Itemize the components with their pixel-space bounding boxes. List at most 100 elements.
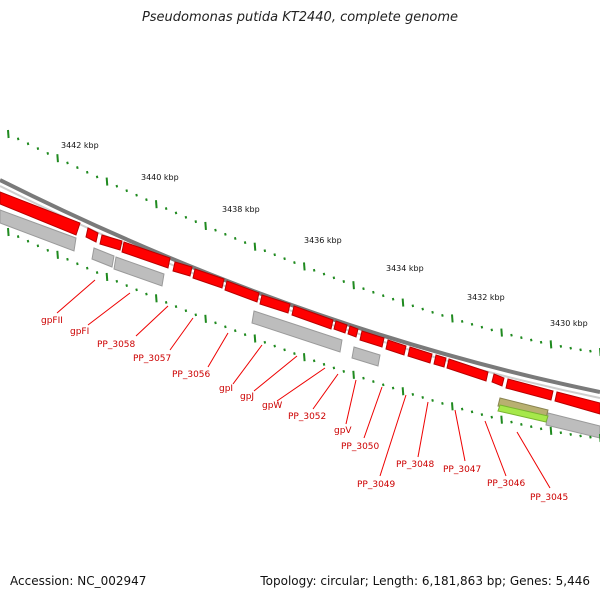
scale-tick-minor: [273, 253, 276, 257]
scale-tick-minor: [174, 305, 178, 309]
scale-tick-major: [56, 250, 59, 259]
scale-dots-outer: [7, 129, 600, 357]
scale-label-3432: 3432 kbp: [467, 293, 505, 302]
scale-dots-inner: [7, 227, 600, 443]
gene-label-pp3048[interactable]: PP_3048: [396, 460, 435, 470]
scale-tick-minor: [66, 161, 69, 165]
gene-block[interactable]: [491, 373, 505, 387]
label-leader-lines: [56, 279, 551, 489]
gene-block[interactable]: [333, 320, 348, 334]
scale-tick-minor: [95, 271, 99, 275]
gene-label-pp3047[interactable]: PP_3047: [443, 465, 481, 475]
scale-tick-minor: [332, 276, 336, 280]
scale-tick-major: [352, 370, 355, 379]
scale-tick-minor: [263, 249, 267, 253]
scale-tick-minor: [529, 338, 533, 342]
scale-tick-minor: [480, 413, 484, 416]
genome-backbone-shadow: [0, 185, 600, 399]
gene-block[interactable]: [433, 354, 447, 368]
gene-block[interactable]: [385, 339, 407, 356]
scale-tick-minor: [431, 310, 434, 314]
scale-label-3434: 3434 kbp: [386, 264, 424, 273]
scale-tick-minor: [145, 198, 148, 202]
scale-tick-minor: [510, 420, 513, 424]
scale-tick-minor: [490, 328, 494, 332]
gene-label-gpj[interactable]: gpJ: [240, 392, 254, 402]
gene-block[interactable]: [347, 325, 359, 338]
scale-tick-minor: [539, 340, 543, 344]
gene-label-gpfii[interactable]: gpFII: [41, 316, 63, 326]
gene-block[interactable]: [359, 330, 385, 348]
gene-label-gpw[interactable]: gpW: [262, 401, 282, 411]
scale-tick-minor: [76, 166, 79, 170]
scale-tick-minor: [460, 319, 464, 323]
scale-tick-minor: [460, 407, 464, 411]
gene-block[interactable]: [99, 234, 123, 251]
scale-tick-minor: [381, 294, 385, 298]
gene-block[interactable]: [172, 261, 193, 277]
scale-tick-minor: [293, 352, 296, 355]
gene-label-pp3046[interactable]: PP_3046: [487, 479, 526, 489]
scale-tick-minor: [391, 386, 395, 390]
gene-label-gpfi[interactable]: gpFI: [70, 327, 89, 337]
scale-tick-major: [549, 340, 553, 349]
gene-label-pp3056[interactable]: PP_3056: [172, 370, 211, 380]
scale-tick-minor: [312, 268, 316, 272]
scale-tick-minor: [421, 307, 424, 311]
gene-label-gpi[interactable]: gpI: [219, 384, 233, 394]
feature-track-grey: [0, 209, 600, 439]
scale-tick-minor: [194, 313, 198, 317]
gene-block[interactable]: [505, 378, 554, 401]
grey-feature[interactable]: [91, 247, 115, 268]
scale-tick-major: [204, 221, 207, 230]
grey-feature[interactable]: [251, 310, 343, 353]
grey-feature[interactable]: [545, 412, 600, 439]
scale-tick-minor: [372, 380, 375, 383]
scale-tick-minor: [529, 425, 533, 429]
gene-block[interactable]: [224, 280, 260, 303]
scale-tick-minor: [46, 151, 50, 155]
scale-tick-major: [253, 242, 257, 251]
scale-tick-minor: [559, 431, 563, 435]
scale-tick-major: [401, 298, 405, 307]
gene-block[interactable]: [85, 227, 99, 243]
scale-tick-minor: [539, 427, 543, 431]
gene-label-pp3058[interactable]: PP_3058: [97, 340, 136, 350]
gene-label-gpv[interactable]: gpV: [334, 426, 352, 436]
scale-label-3430: 3430 kbp: [550, 319, 588, 328]
gene-label-pp3057[interactable]: PP_3057: [133, 354, 171, 364]
gene-label-pp3052[interactable]: PP_3052: [288, 412, 326, 422]
gene-block[interactable]: [407, 346, 433, 364]
scale-tick-minor: [441, 401, 444, 405]
grey-feature[interactable]: [351, 346, 381, 367]
scale-tick-minor: [490, 415, 494, 419]
scale-tick-minor: [184, 309, 188, 313]
scale-tick-minor: [293, 261, 296, 265]
scale-tick-minor: [224, 325, 227, 329]
highlight-feature-green[interactable]: [497, 404, 549, 423]
scale-tick-minor: [332, 366, 336, 370]
scale-tick-minor: [480, 325, 484, 329]
gene-label-pp3045[interactable]: PP_3045: [530, 493, 568, 503]
gene-label-pp3049[interactable]: PP_3049: [357, 480, 396, 490]
scale-tick-minor: [441, 313, 444, 317]
gene-block[interactable]: [121, 241, 171, 269]
scale-tick-minor: [579, 348, 582, 352]
gene-block[interactable]: [446, 358, 489, 382]
scale-tick-minor: [283, 257, 286, 261]
gene-block[interactable]: [554, 391, 600, 415]
gene-block[interactable]: [259, 294, 291, 314]
gene-label-pp3050[interactable]: PP_3050: [341, 442, 380, 452]
grey-feature[interactable]: [113, 256, 165, 287]
scale-tick-minor: [273, 344, 276, 348]
scale-tick-major: [352, 281, 355, 290]
gene-block[interactable]: [291, 305, 334, 330]
scale-tick-major: [401, 387, 405, 396]
scale-tick-minor: [381, 383, 385, 387]
gene-block[interactable]: [192, 268, 225, 289]
scale-tick-major: [500, 415, 503, 424]
grey-feature[interactable]: [0, 209, 77, 252]
gene-block[interactable]: [0, 191, 81, 236]
